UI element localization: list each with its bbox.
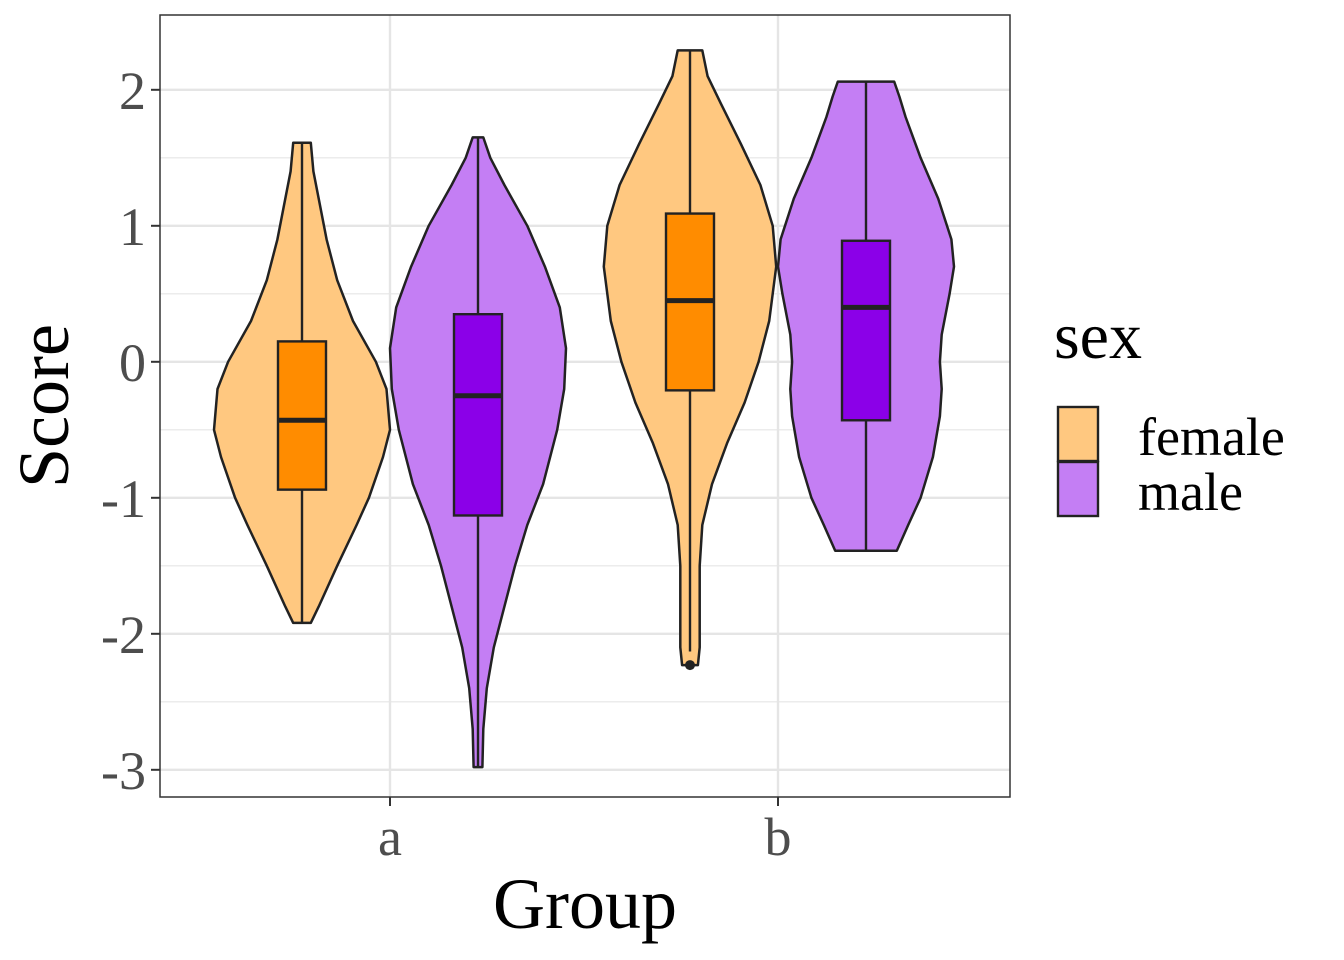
x-tick-label: b <box>765 807 792 867</box>
box-female-a <box>276 340 328 491</box>
box-male-a <box>452 313 504 517</box>
boxplots <box>276 50 892 768</box>
box-male-b <box>840 239 892 422</box>
y-tick-label: -1 <box>101 469 146 529</box>
legend-title: sex <box>1054 300 1142 373</box>
y-tick-label: 2 <box>119 61 146 121</box>
y-tick-label: -3 <box>101 741 146 801</box>
legend-label-male: male <box>1138 462 1243 522</box>
legend: sex female male <box>1054 300 1285 522</box>
y-axis-title: Score <box>4 324 84 488</box>
panel-border <box>159 14 1011 798</box>
x-axis-title: Group <box>493 864 677 944</box>
legend-key-male <box>1056 460 1100 518</box>
y-tick-label: 0 <box>119 333 146 393</box>
y-tick-label: -2 <box>101 605 146 665</box>
legend-label-female: female <box>1138 407 1285 467</box>
legend-key-female <box>1056 405 1100 463</box>
x-tick-label: a <box>378 807 402 867</box>
axes: -3 -2 -1 0 1 2 a b <box>101 61 791 867</box>
y-tick-label: 1 <box>119 197 146 257</box>
outlier-female-b <box>685 660 695 671</box>
